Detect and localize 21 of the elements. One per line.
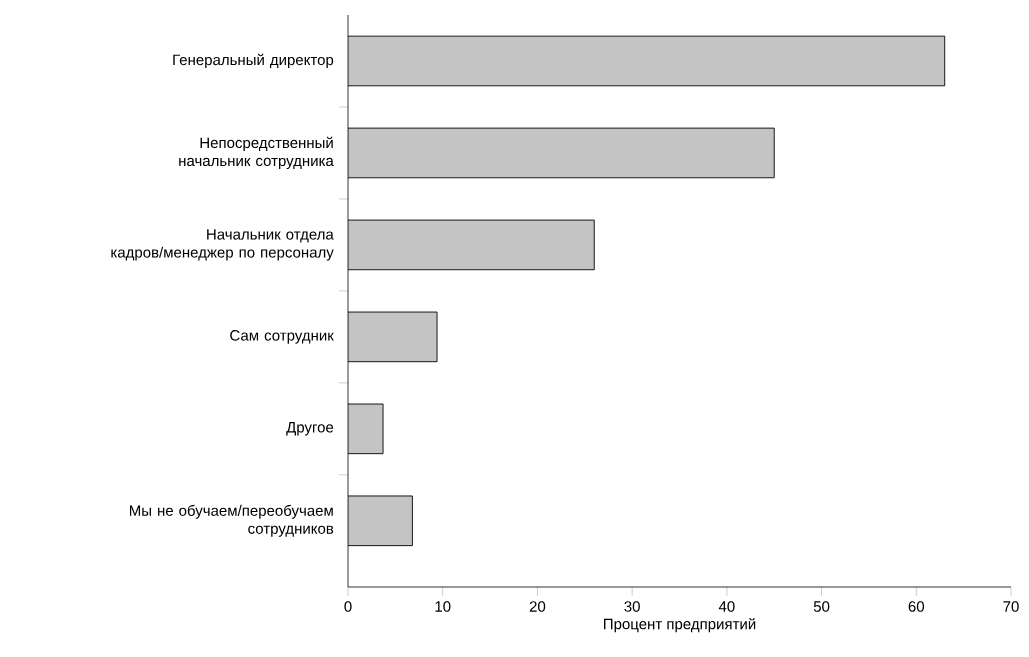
y-tick-label: Другое xyxy=(286,422,334,436)
x-tick-label: 60 xyxy=(908,601,925,612)
x-tick-label: 30 xyxy=(624,601,640,612)
y-tick-label: Генеральный директор xyxy=(173,53,334,69)
y-tick-label: Начальник отдела кадров/менеджер по персоналу xyxy=(111,229,334,261)
x-axis-title: Процент предприятий xyxy=(604,618,756,633)
bar xyxy=(348,403,384,455)
x-tick-label: 70 xyxy=(1003,601,1019,612)
bar xyxy=(348,219,595,271)
bar xyxy=(348,311,438,363)
x-tick-label: 10 xyxy=(435,601,451,612)
y-tick-label: Сам сотрудник xyxy=(230,330,334,344)
x-tick-label: 50 xyxy=(813,601,830,612)
bar xyxy=(348,495,413,547)
x-tick-label: 20 xyxy=(529,601,546,612)
bar xyxy=(348,35,946,87)
x-tick-label: 0 xyxy=(344,601,352,612)
y-tick-label: Непосредственный начальник сотрудника xyxy=(179,136,334,170)
x-tick-label: 40 xyxy=(718,601,735,612)
y-tick-label: Мы не обучаем/переобучаем сотрудников xyxy=(129,504,334,537)
bar xyxy=(348,127,775,179)
